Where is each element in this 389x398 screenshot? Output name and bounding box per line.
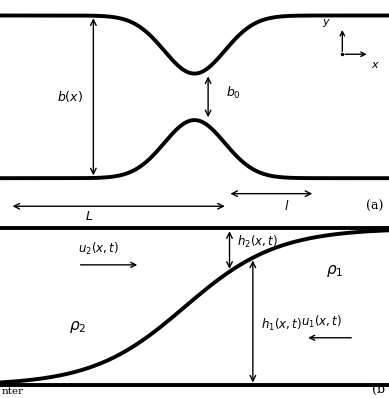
Text: (b: (b — [372, 382, 385, 396]
Text: $\rho_2$: $\rho_2$ — [69, 319, 86, 335]
Text: $u_1(x,t)$: $u_1(x,t)$ — [301, 314, 342, 330]
Text: $b(x)$: $b(x)$ — [57, 89, 83, 104]
Text: $h_1(x,t)$: $h_1(x,t)$ — [261, 317, 301, 333]
Text: $y$: $y$ — [322, 17, 331, 29]
Text: (a): (a) — [366, 200, 383, 213]
Text: $x$: $x$ — [371, 60, 380, 70]
Text: nter: nter — [2, 386, 24, 396]
Text: $L$: $L$ — [85, 210, 94, 223]
Text: $b_0$: $b_0$ — [226, 85, 240, 101]
Text: $\rho_1$: $\rho_1$ — [326, 263, 343, 279]
Text: $u_2(x,t)$: $u_2(x,t)$ — [78, 241, 119, 257]
Text: $h_2(x,t)$: $h_2(x,t)$ — [237, 234, 278, 250]
Text: $l$: $l$ — [284, 199, 289, 213]
